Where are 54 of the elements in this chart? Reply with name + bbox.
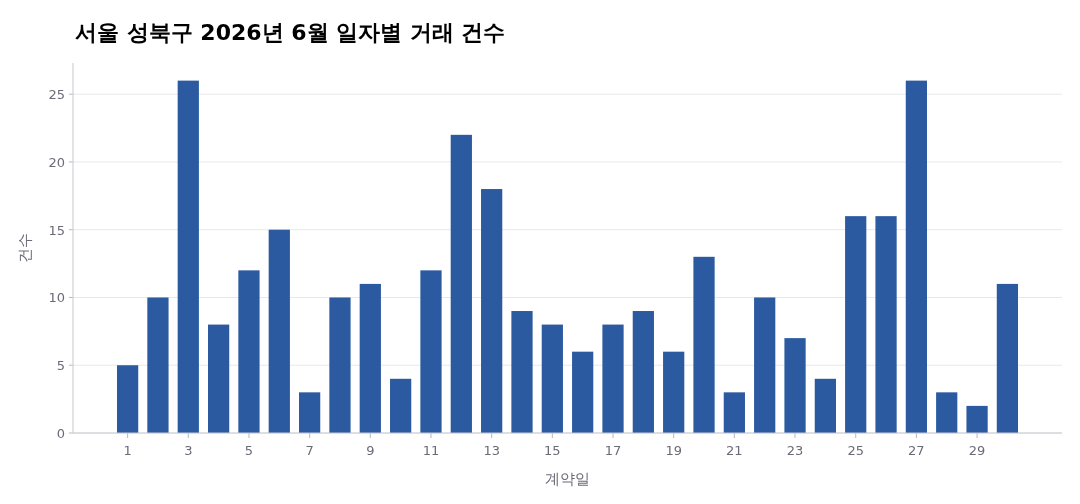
bar	[845, 216, 867, 433]
y-axis-title: 건수	[16, 233, 34, 263]
y-tick-label: 15	[48, 222, 65, 238]
bar	[754, 297, 776, 433]
x-tick-label: 17	[604, 443, 622, 458]
x-tick-label: 27	[908, 443, 925, 458]
bar	[875, 216, 897, 433]
x-tick-label: 11	[422, 443, 440, 458]
bar	[572, 351, 594, 433]
bar	[329, 297, 351, 433]
bar	[390, 378, 412, 433]
bar	[511, 311, 533, 433]
x-tick-label: 23	[786, 443, 804, 458]
bar	[116, 365, 139, 433]
bar	[996, 283, 1019, 433]
bar	[784, 338, 806, 433]
x-tick-label: 7	[305, 443, 314, 458]
bar	[723, 392, 745, 433]
bar	[966, 405, 988, 433]
bar	[359, 283, 381, 433]
bar	[693, 256, 715, 433]
y-tick-label: 0	[56, 426, 65, 441]
bar	[420, 270, 442, 433]
chart-title: 서울 성북구 2026년 6월 일자별 거래 건수	[75, 20, 506, 45]
bar	[208, 324, 230, 433]
bar	[663, 351, 685, 433]
bar	[268, 229, 290, 433]
y-tick-label: 20	[48, 154, 65, 170]
x-tick-label: 5	[244, 443, 254, 458]
x-tick-label: 19	[665, 443, 682, 458]
bar	[905, 80, 927, 433]
bar	[936, 392, 958, 433]
bar	[238, 270, 260, 433]
x-tick-label: 25	[847, 443, 864, 458]
y-tick-label: 10	[48, 290, 65, 306]
y-tick-label: 5	[56, 358, 65, 374]
x-tick-label: 21	[726, 443, 743, 458]
bar	[632, 311, 654, 433]
bar	[481, 189, 503, 433]
bar	[450, 134, 472, 433]
bar	[814, 378, 836, 433]
x-tick-label: 29	[968, 443, 986, 458]
x-tick-label: 3	[184, 443, 193, 458]
x-tick-label: 13	[483, 443, 500, 458]
bar	[177, 80, 199, 433]
y-tick-label: 25	[48, 87, 65, 103]
bar	[602, 324, 624, 433]
bar	[147, 297, 169, 433]
x-tick-label: 1	[123, 443, 132, 458]
bar	[541, 324, 563, 433]
bar	[299, 392, 321, 433]
x-tick-label: 15	[544, 443, 561, 458]
x-tick-label: 9	[366, 443, 375, 458]
x-axis-title: 계약일	[545, 470, 590, 488]
